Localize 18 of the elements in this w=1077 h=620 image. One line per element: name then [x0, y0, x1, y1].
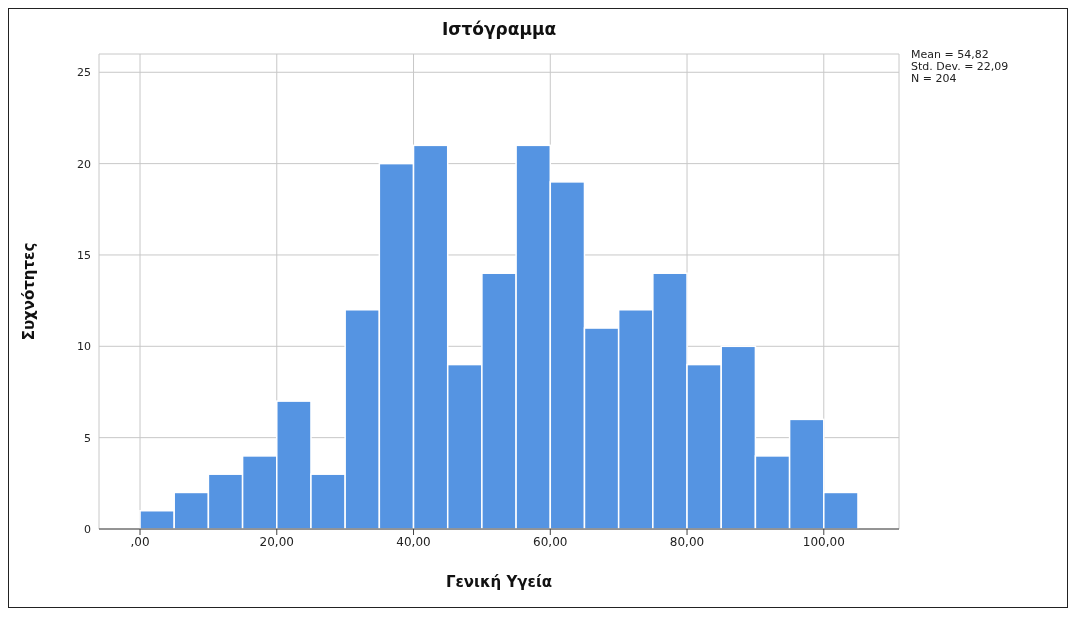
chart-title: Ιστόγραμμα: [440, 19, 558, 39]
x-tick-label: 20,00: [259, 534, 294, 549]
text: N = 204: [911, 72, 958, 85]
y-tick-label: 25: [77, 66, 91, 80]
y-tick-label: 0: [84, 522, 91, 536]
x-tick-label: 60,00: [533, 534, 568, 549]
x-tick-label: ,00: [130, 534, 150, 549]
y-tick-label: 10: [77, 340, 91, 354]
x-tick-label: 40,00: [396, 534, 431, 549]
x-axis-title: Γενική Υγεία: [445, 573, 553, 591]
text: Std. Dev. = 22,09: [911, 60, 1009, 73]
x-tick-label: 100,00: [802, 534, 845, 549]
y-tick-label: 15: [77, 248, 91, 262]
x-tick-label: 80,00: [669, 534, 705, 549]
y-tick-label: 5: [84, 431, 91, 445]
y-axis-title: Συχνότητες: [20, 242, 39, 341]
y-tick-label: 20: [77, 157, 91, 171]
text: Mean = 54,82: [911, 48, 990, 61]
